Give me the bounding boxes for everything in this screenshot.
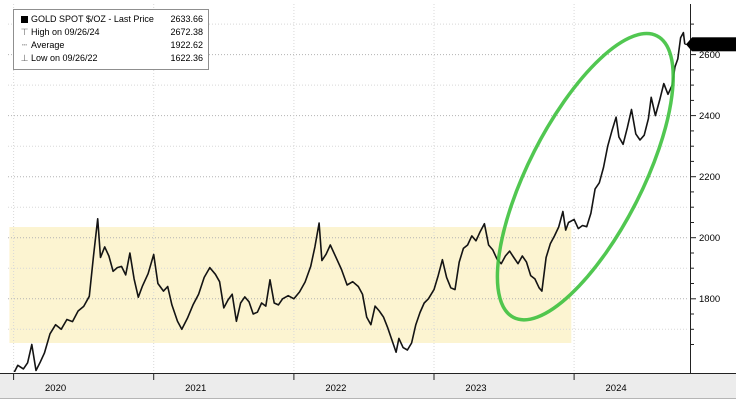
last-price-badge-text: 2633.66 (698, 40, 731, 50)
price-line (13, 31, 686, 372)
legend-row-low[interactable]: ⊥ Low on 09/26/22 1622.36 (18, 52, 203, 65)
average-marker-icon: ┄ (21, 40, 28, 50)
high-marker-icon: ⊤ (20, 27, 29, 37)
y-axis-label: 2200 (699, 172, 720, 183)
last-price-badge (692, 37, 736, 52)
series-name: GOLD SPOT $/OZ - Last Price (31, 14, 154, 24)
x-axis-label: 2021 (185, 383, 206, 394)
low-label: Low on 09/26/22 (31, 53, 98, 63)
legend-row-average[interactable]: ┄ Average 1922.62 (18, 39, 203, 52)
y-axis-label: 2400 (699, 111, 720, 122)
x-axis-label: 2024 (606, 383, 627, 394)
legend-row-last-price[interactable]: GOLD SPOT $/OZ - Last Price 2633.66 (18, 13, 203, 26)
x-axis-band (0, 374, 736, 398)
x-axis-label: 2020 (45, 383, 66, 394)
legend-row-high[interactable]: ⊤ High on 09/26/24 2672.38 (18, 26, 203, 39)
series-color-swatch-icon (21, 16, 28, 23)
rally-ellipse-annotation (495, 31, 675, 322)
last-price-value: 2633.66 (170, 14, 203, 24)
last-price-badge-arrow (686, 37, 692, 52)
chart-legend: GOLD SPOT $/OZ - Last Price 2633.66 ⊤ Hi… (13, 9, 209, 70)
average-value: 1922.62 (170, 40, 203, 50)
x-axis-label: 2022 (325, 383, 346, 394)
y-axis-label: 1800 (699, 294, 720, 305)
low-value: 1622.36 (170, 53, 203, 63)
low-marker-icon: ⊥ (20, 53, 29, 63)
average-label: Average (31, 40, 65, 50)
high-label: High on 09/26/24 (31, 27, 100, 37)
highlight-band (9, 227, 572, 344)
y-axis-label: 2600 (699, 50, 720, 61)
high-value: 2672.38 (170, 27, 203, 37)
y-axis-label: 2000 (699, 233, 720, 244)
x-axis-label: 2023 (465, 383, 486, 394)
